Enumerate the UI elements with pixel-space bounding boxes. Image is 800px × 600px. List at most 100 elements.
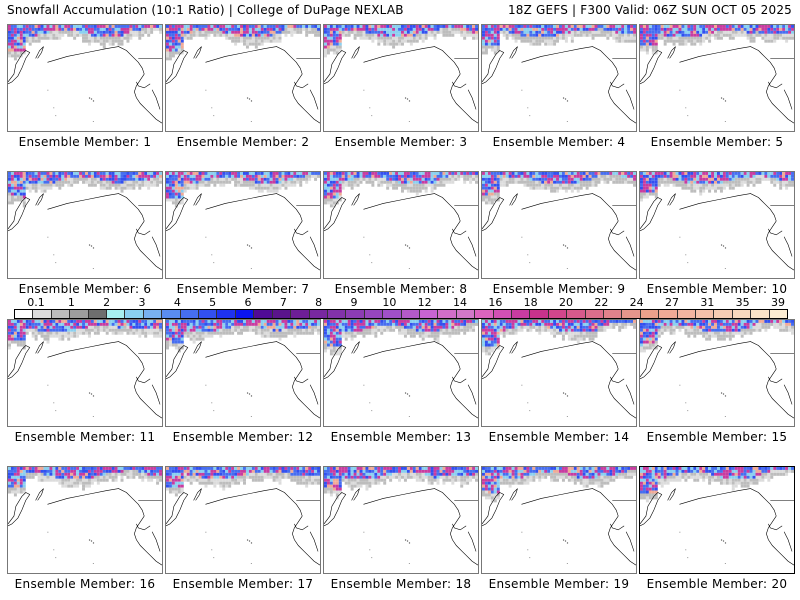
colorbar-cell [291,310,310,318]
colorbar-cell [162,310,181,318]
snowfall-map [640,25,794,124]
snowfall-map [166,25,320,124]
coastlines [640,341,794,419]
ensemble-member-label: Ensemble Member: 8 [334,282,468,296]
ensemble-member-label: Ensemble Member: 4 [492,135,626,149]
ensemble-member-label: Ensemble Member: 18 [330,577,472,591]
ensemble-member-label: Ensemble Member: 17 [172,577,314,591]
snowfall-shading [324,320,478,356]
colorbar-cell [180,310,200,318]
ensemble-member-panel[interactable] [165,466,321,574]
snowfall-map [482,320,636,419]
ensemble-member-label: Ensemble Member: 15 [646,430,788,444]
colorbar-cell [15,310,34,318]
ensemble-member-panel[interactable] [7,319,163,427]
snowfall-map [8,172,162,271]
colorbar-cell [475,310,494,318]
ensemble-member-panel[interactable] [165,24,321,132]
snowfall-shading [482,467,636,503]
coastlines [640,193,794,271]
snowfall-shading [482,172,636,205]
snowfall-shading [8,172,162,208]
colorbar-cell [217,310,236,318]
snowfall-shading [8,25,162,61]
snowfall-map [482,25,636,124]
colorbar-tick-label: 16 [488,296,503,309]
colorbar-cell [272,310,292,318]
ensemble-member-label: Ensemble Member: 19 [488,577,630,591]
coastlines [482,341,636,419]
ensemble-member-panel[interactable] [323,319,479,427]
ensemble-member-panel[interactable] [639,24,795,132]
ensemble-member-panel[interactable] [7,466,163,574]
ensemble-member-label: Ensemble Member: 5 [650,135,784,149]
snowfall-map [8,25,162,124]
snowfall-map [166,467,320,566]
snowfall-map [482,467,636,566]
ensemble-member-panel[interactable] [323,466,479,574]
coastlines [166,46,320,124]
snowfall-shading [8,467,162,497]
coastlines [482,46,636,124]
ensemble-member-panel[interactable] [7,24,163,132]
colorbar-cell [438,310,457,318]
colorbar-cell [530,310,549,318]
ensemble-member-panel[interactable] [481,319,637,427]
snowfall-shading [324,172,478,208]
ensemble-member-label: Ensemble Member: 10 [646,282,788,296]
colorbar-tick-label: 22 [594,296,609,309]
snowfall-shading [640,25,794,55]
colorbar-tick-label: 20 [559,296,573,309]
ensemble-member-panel[interactable] [639,319,795,427]
colorbar-cell [732,310,752,318]
colorbar-cell [143,310,163,318]
snowfall-map [324,320,478,419]
ensemble-member-label: Ensemble Member: 6 [18,282,152,296]
ensemble-member-panel[interactable] [323,171,479,279]
colorbar-cell [346,310,365,318]
colorbar-cell [125,310,144,318]
colorbar-cell [401,310,420,318]
colorbar-cell [511,310,531,318]
colorbar-tick-label: 24 [629,296,644,309]
ensemble-member-panel[interactable] [481,171,637,279]
colorbar-cell [659,310,678,318]
ensemble-member-panel[interactable] [639,466,795,574]
ensemble-member-panel[interactable] [481,466,637,574]
colorbar-cell [585,310,604,318]
snowfall-map [640,467,794,566]
ensemble-member-panel[interactable] [7,171,163,279]
colorbar-tick-label: 31 [700,296,715,309]
snowfall-shading [482,320,636,356]
colorbar-tick-label: 39 [771,296,785,309]
ensemble-member-panel[interactable] [481,24,637,132]
ensemble-member-panel[interactable] [323,24,479,132]
colorbar-cell [33,310,52,318]
colorbar-cell [235,310,255,318]
ensemble-member-panel[interactable] [165,319,321,427]
coastlines [324,488,478,566]
colorbar-cell [364,310,384,318]
coastlines [324,341,478,419]
colorbar-cell [456,310,476,318]
coastlines [640,488,794,566]
colorbar-cell [640,310,660,318]
ensemble-member-panel[interactable] [165,171,321,279]
ensemble-member-panel[interactable] [639,171,795,279]
snowfall-shading [8,320,162,350]
colorbar-tick-label: 4 [173,296,181,309]
colorbar-tick-label: 0.1 [27,296,45,309]
colorbar-cell [714,310,733,318]
colorbar-cell [622,310,641,318]
coastlines [640,46,794,124]
coastlines [166,341,320,419]
colorbar-cell [88,310,108,318]
colorbar-tick-label: 10 [382,296,397,309]
ensemble-member-label: Ensemble Member: 14 [488,430,630,444]
coastlines [8,193,162,271]
snowfall-shading [324,467,478,500]
colorbar-tick-label: 3 [138,296,146,309]
snowfall-map [166,320,320,419]
snowfall-colorbar [14,309,788,319]
coastlines [8,46,162,124]
